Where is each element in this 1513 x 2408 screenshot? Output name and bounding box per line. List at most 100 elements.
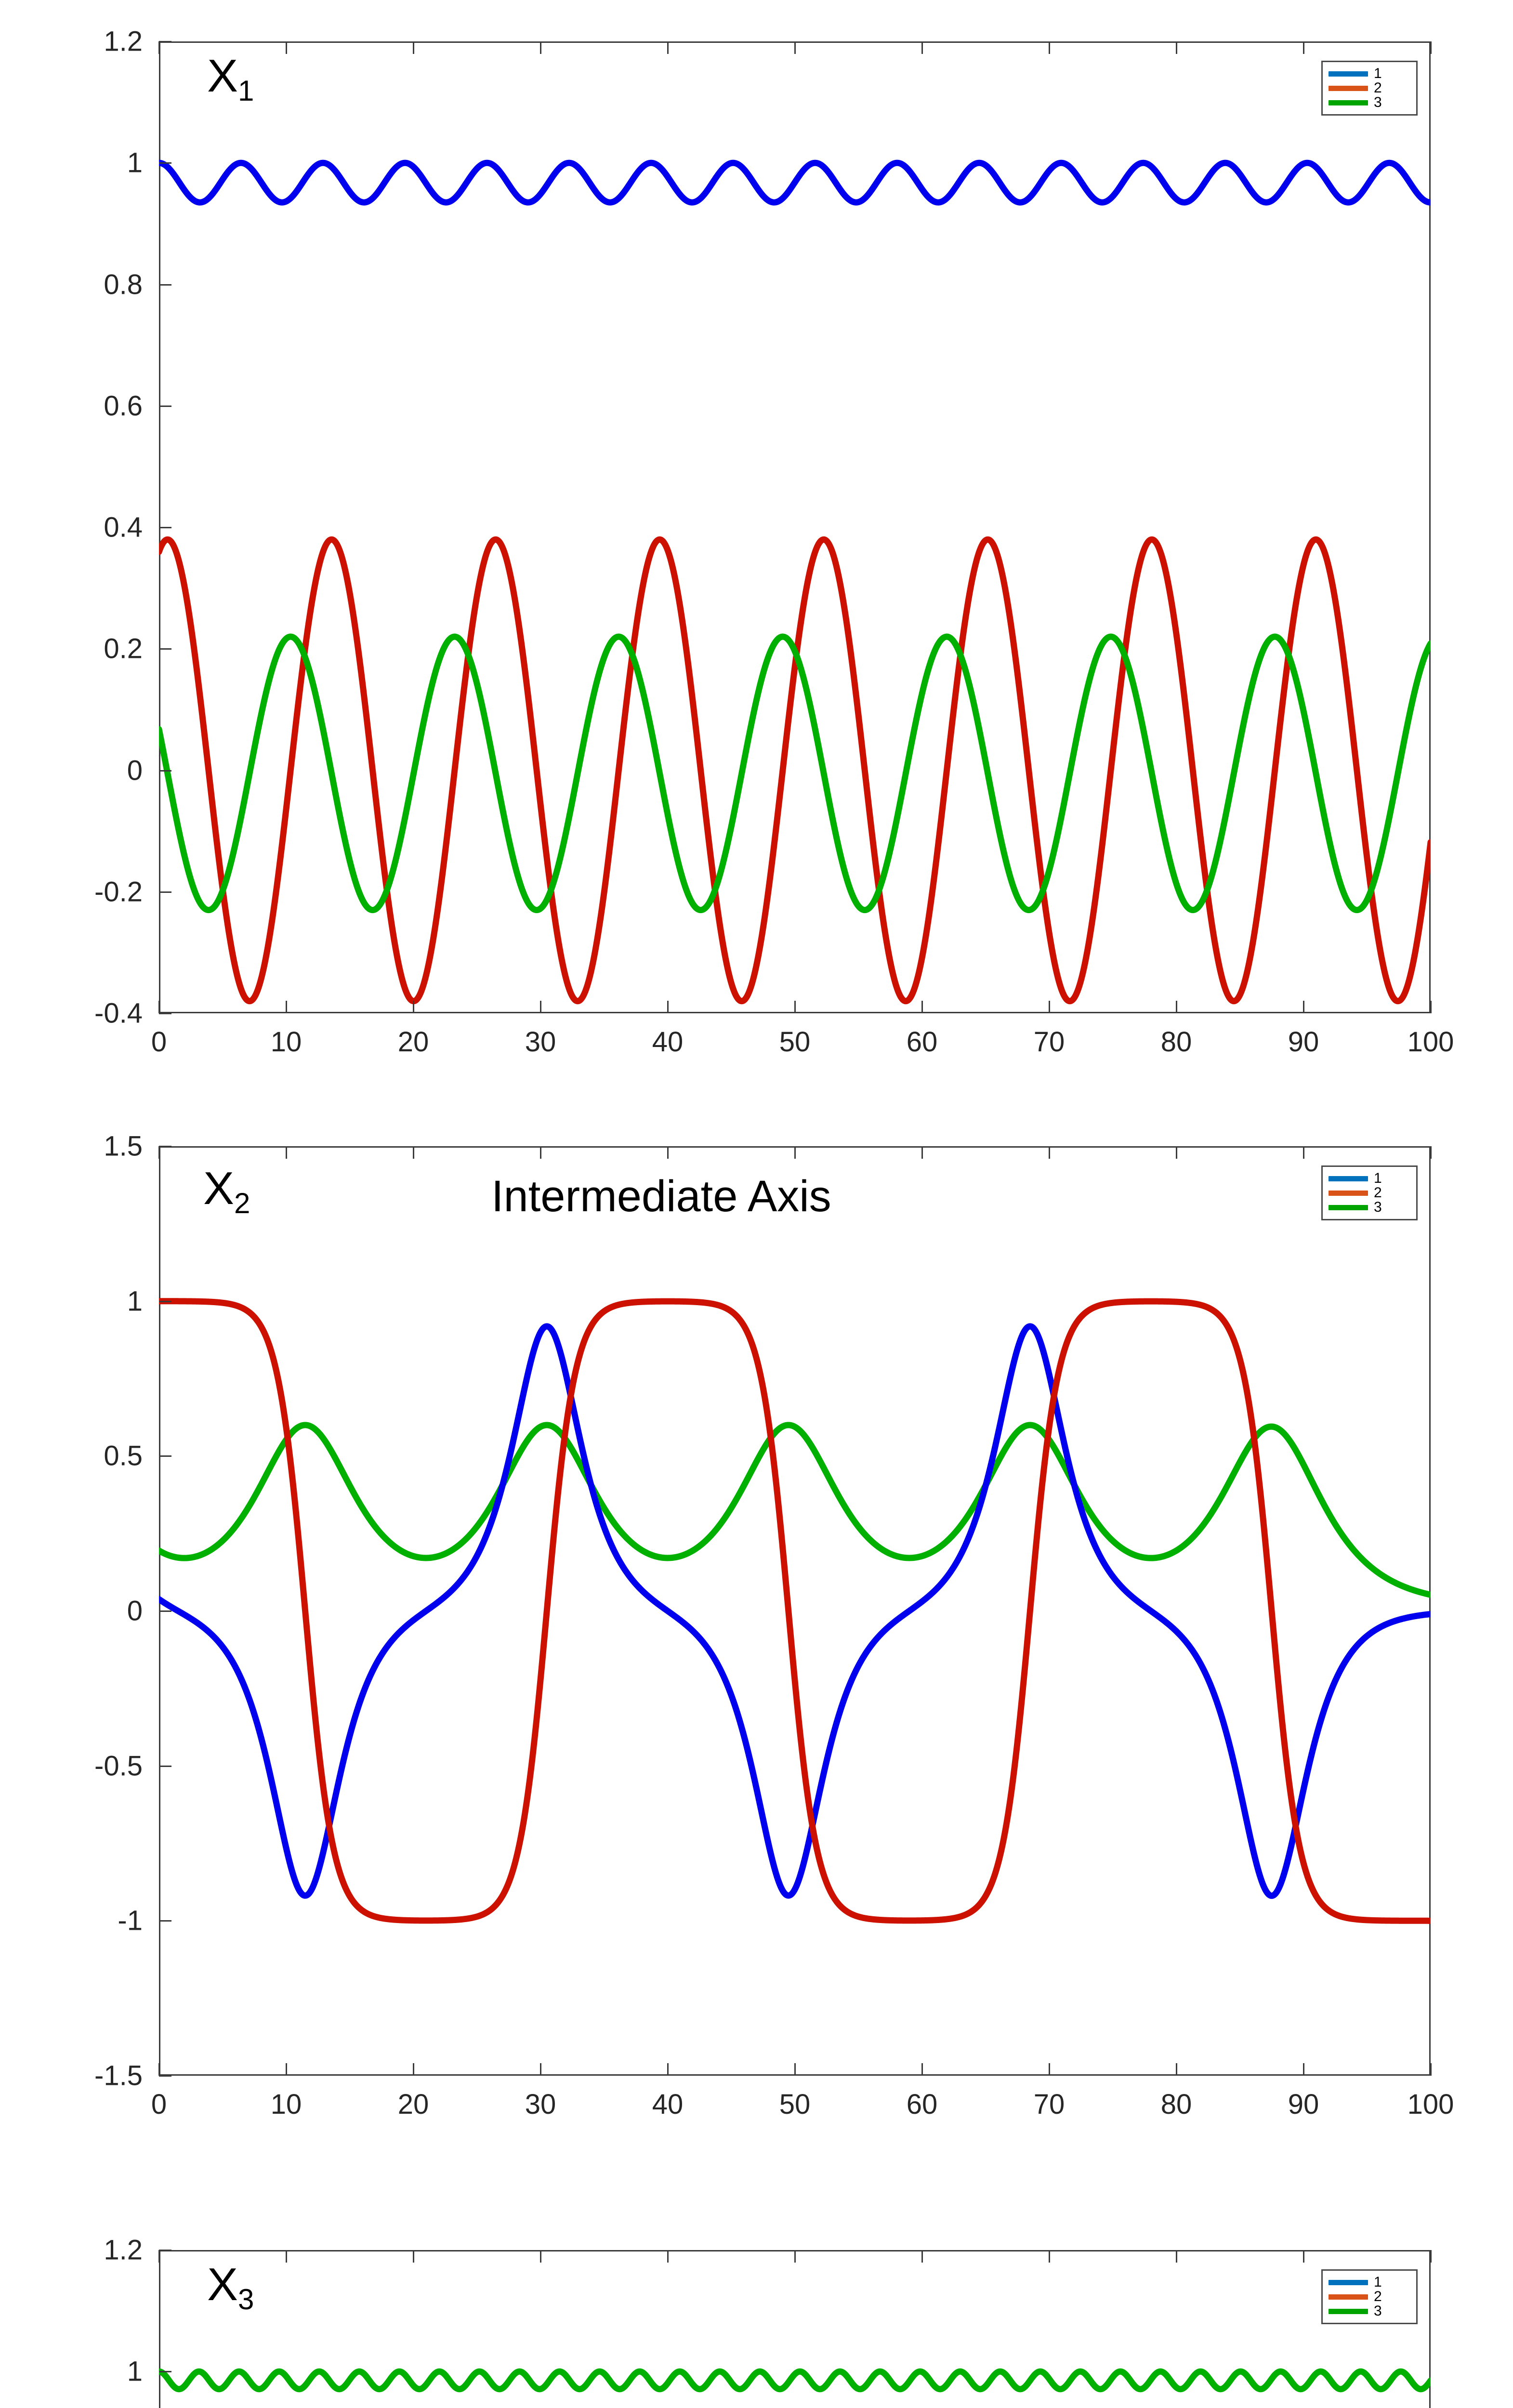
series-line-1 — [159, 159, 1431, 206]
y-tick — [159, 2371, 171, 2373]
y-tick — [159, 162, 171, 164]
x-tick-top — [540, 1146, 541, 1159]
x-tick-label: 100 — [1407, 2089, 1454, 2120]
x-tick — [667, 2063, 669, 2076]
y-tick-label: 1.2 — [104, 26, 143, 57]
x-tick — [540, 1001, 541, 1013]
x-tick-top — [1049, 2250, 1050, 2263]
x-tick-label: 80 — [1160, 2089, 1192, 2120]
legend-label-1: 1 — [1374, 1170, 1382, 1186]
y-tick — [159, 1920, 171, 1922]
y-tick-label: -0.5 — [94, 1750, 143, 1782]
series-line-3 — [159, 1422, 1431, 1598]
x-tick — [667, 1001, 669, 1013]
panel-x2: X2 Intermediate Axis 1 2 3 -1.5 -1 -0.5 0 0.… — [0, 1098, 1513, 2215]
y-tick — [159, 405, 171, 407]
legend-item: 3 — [1329, 95, 1410, 110]
legend-swatch-1 — [1329, 1176, 1368, 1181]
x-tick — [1430, 2063, 1432, 2076]
legend-item: 1 — [1329, 2275, 1410, 2290]
x-tick-label: 70 — [1033, 2089, 1065, 2120]
x-tick — [921, 2063, 923, 2076]
legend-swatch-3 — [1329, 1204, 1368, 1210]
legend-x3: 1 2 3 — [1321, 2269, 1418, 2324]
legend-label-2: 2 — [1374, 2289, 1382, 2304]
legend-item: 2 — [1329, 2290, 1410, 2304]
x-tick-top — [667, 1146, 669, 1159]
x-tick — [413, 1001, 414, 1013]
x-tick-label: 90 — [1288, 2089, 1319, 2120]
x-tick-top — [1049, 1146, 1050, 1159]
y-tick — [159, 1455, 171, 1457]
x-tick-top — [286, 41, 287, 54]
x-tick-label: 20 — [397, 2089, 429, 2120]
x-tick-label: 40 — [652, 2089, 684, 2120]
x-tick-top — [794, 41, 796, 54]
series-line-2 — [159, 536, 1431, 1005]
curves-x2 — [159, 1298, 1431, 1924]
series-line-1 — [159, 1323, 1431, 1899]
legend-label-2: 2 — [1374, 80, 1382, 96]
x-tick-label: 40 — [652, 1026, 684, 1058]
legend-label-2: 2 — [1374, 1185, 1382, 1201]
panel-label-x1: X1 — [207, 50, 254, 107]
y-tick-label: 1.5 — [104, 1130, 143, 1162]
x-tick-top — [413, 41, 414, 54]
legend-swatch-3 — [1329, 100, 1368, 105]
x-tick-label: 60 — [906, 1026, 938, 1058]
x-tick-label: 20 — [397, 1026, 429, 1058]
y-tick-label: -1 — [118, 1905, 143, 1937]
x-tick-top — [1430, 2250, 1432, 2263]
x-tick — [1176, 1001, 1177, 1013]
y-tick-label: 1.2 — [104, 2234, 143, 2266]
x-tick-top — [286, 2250, 287, 2263]
x-tick-top — [413, 1146, 414, 1159]
y-tick-label: 0.8 — [104, 269, 143, 300]
legend-label-1: 1 — [1374, 65, 1382, 81]
y-tick-label: 1 — [127, 1285, 143, 1317]
x-tick-label: 0 — [151, 1026, 167, 1058]
legend-label-3: 3 — [1374, 1199, 1382, 1215]
panel-title-intermediate-axis: Intermediate Axis — [491, 1172, 831, 1221]
x-tick-label: 0 — [151, 2089, 167, 2120]
y-tick — [159, 891, 171, 893]
y-tick-label: 1 — [127, 2356, 143, 2387]
x-tick-top — [921, 41, 923, 54]
panel-label-x2: X2 — [203, 1163, 250, 1220]
y-tick-label: 0.4 — [104, 511, 143, 543]
y-tick-label: -0.2 — [94, 876, 143, 908]
x-tick-top — [158, 1146, 160, 1159]
y-tick — [159, 1765, 171, 1767]
series-line-3 — [159, 633, 1431, 914]
x-tick-label: 80 — [1160, 1026, 1192, 1058]
legend-swatch-2 — [1329, 1190, 1368, 1196]
legend-item: 3 — [1329, 1200, 1410, 1215]
x-tick — [158, 2063, 160, 2076]
x-tick-top — [1430, 41, 1432, 54]
x-tick-top — [158, 2250, 160, 2263]
y-tick-label: 0 — [127, 1595, 143, 1627]
legend-swatch-3 — [1329, 2308, 1368, 2314]
x-tick-top — [1303, 2250, 1304, 2263]
legend-item: 2 — [1329, 1186, 1410, 1200]
legend-label-1: 1 — [1374, 2274, 1382, 2290]
x-tick — [286, 1001, 287, 1013]
y-tick — [159, 284, 171, 286]
x-tick — [1049, 2063, 1050, 2076]
y-tick-label: 0 — [127, 755, 143, 786]
x-tick-top — [667, 2250, 669, 2263]
series-line-3 — [159, 2368, 1431, 2393]
legend-swatch-2 — [1329, 2294, 1368, 2300]
x-tick-top — [540, 41, 541, 54]
y-tick-label: 0.6 — [104, 390, 143, 422]
legend-item: 3 — [1329, 2304, 1410, 2318]
x-tick — [921, 1001, 923, 1013]
legend-item: 2 — [1329, 81, 1410, 95]
x-tick-label: 70 — [1033, 1026, 1065, 1058]
x-tick-label: 10 — [270, 2089, 302, 2120]
y-tick — [159, 2250, 171, 2251]
x-tick-label: 30 — [525, 2089, 556, 2120]
legend-x1: 1 2 3 — [1321, 61, 1418, 116]
x-tick-label: 90 — [1288, 1026, 1319, 1058]
x-tick-top — [1430, 1146, 1432, 1159]
